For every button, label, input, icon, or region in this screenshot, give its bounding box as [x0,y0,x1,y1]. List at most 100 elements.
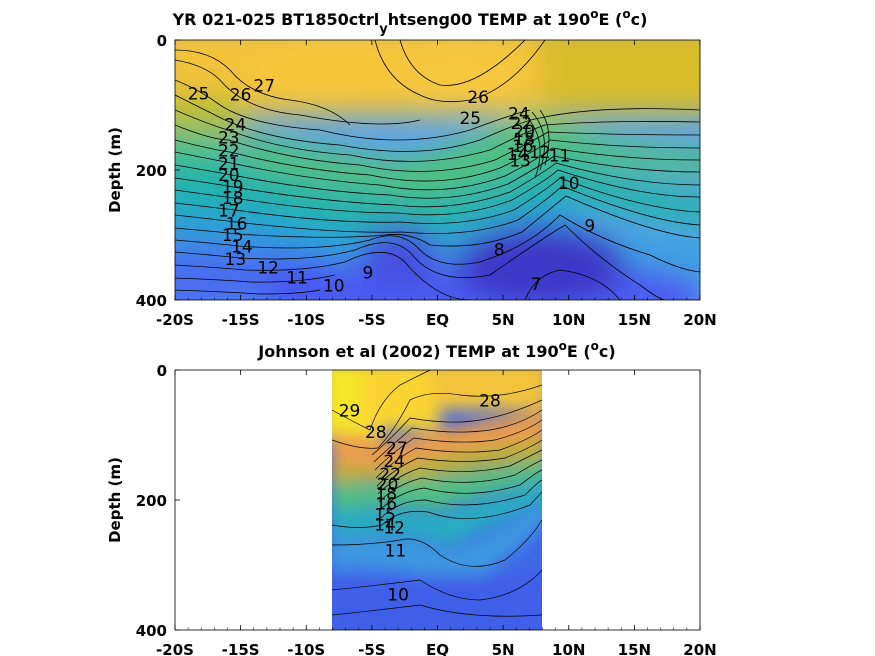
contour-label: 20 [513,122,535,142]
contour-label: 27 [253,77,275,97]
top-isotherms [175,40,700,300]
top-panel: YR 021-025 BT1850ctrlyhtseng00 TEMP at 1… [106,7,717,329]
contour-label: 13 [225,250,247,270]
bottom-isotherms [332,370,542,617]
bottom-title-deg: o [559,339,567,353]
contour-label: 26 [467,88,489,108]
contour-label: 24 [508,104,530,124]
contour-label: 7 [531,275,542,295]
top-title-deg: o [590,7,598,21]
top-title-unit: c) [631,10,648,29]
x-tick-label: 15N [618,311,651,329]
contour-label: 22 [379,465,401,485]
contour-label: 10 [387,585,409,605]
top-x-ticks: -20S -15S -10S -5S EQ 5N 10N 15N 20N [156,40,717,329]
bottom-title-unit-o: o [591,339,599,353]
x-tick-label: -15S [222,311,260,329]
contour-label: 12 [257,259,279,279]
top-title-tail: E ( [599,10,623,29]
y-tick-label: 200 [136,162,167,180]
contour-label: 18 [513,130,535,150]
contour-label: 15 [222,226,244,246]
bottom-panel-title: Johnson et al (2002) TEMP at 190oE (oc) [257,339,615,361]
bottom-title-main: Johnson et al (2002) TEMP at 190 [257,342,558,361]
x-tick-label: EQ [426,311,449,329]
contour-label: 10 [323,277,345,297]
contour-label: 28 [365,423,387,443]
contour-label: 15 [374,505,396,525]
contour-label: 21 [218,155,240,175]
contour-label: 12 [383,518,405,538]
contour-label: 28 [479,392,501,412]
x-tick-label: 5N [492,311,515,329]
contour-label: 12 [529,143,551,163]
contour-label: 18 [222,189,244,209]
top-y-ticks: 0 200 400 [136,32,180,310]
contour-label: 16 [226,214,248,234]
contour-label: 25 [459,109,481,129]
contour-label: 10 [558,174,580,194]
contour-label: 19 [222,177,244,197]
contour-label: 11 [385,542,407,562]
y-tick-label: 200 [136,492,167,510]
x-tick-label: EQ [426,641,449,656]
y-tick-label: 400 [136,622,167,640]
x-tick-label: -10S [287,641,325,656]
top-panel-title: YR 021-025 BT1850ctrlyhtseng00 TEMP at 1… [172,7,648,37]
contour-label: 22 [218,142,240,162]
x-tick-label: 10N [552,641,585,656]
top-title-rest: htseng00 TEMP at 190 [388,10,591,29]
bottom-title-unit: c) [599,342,616,361]
x-tick-label: -15S [222,641,260,656]
contour-label: 20 [218,166,240,186]
y-tick-label: 0 [157,32,167,50]
contour-label: 25 [188,84,210,104]
contour-label: 17 [218,201,240,221]
contour-label: 14 [374,516,396,536]
y-tick-label: 0 [157,362,167,380]
top-title-main: YR 021-025 BT1850ctrl [172,10,380,29]
x-tick-label: -20S [156,641,194,656]
y-tick-label: 400 [136,292,167,310]
contour-label: 18 [375,485,397,505]
contour-label: 29 [339,401,361,421]
contour-label: 16 [512,137,534,157]
x-tick-label: 20N [683,311,716,329]
contour-label: 16 [375,494,397,514]
contour-label: 23 [218,129,240,149]
contour-label: 24 [225,116,247,136]
contour-label: 20 [377,475,399,495]
bottom-x-ticks: -20S -15S -10S -5S EQ 5N 10N 15N 20N [156,370,717,656]
top-title-sub: y [379,22,388,37]
contour-label: 13 [509,151,531,171]
contour-label: 9 [363,264,374,284]
x-tick-label: -5S [358,641,385,656]
bottom-title-tail: E ( [567,342,591,361]
x-tick-label: -20S [156,311,194,329]
bottom-y-axis-label: Depth (m) [106,457,124,543]
contour-label: 11 [549,147,571,167]
contour-label: 8 [494,240,505,260]
x-tick-label: 10N [552,311,585,329]
bottom-panel: Johnson et al (2002) TEMP at 190oE (oc) [106,339,717,656]
contour-label: 14 [231,238,253,258]
x-tick-label: -10S [287,311,325,329]
contour-label: 24 [383,452,405,472]
contour-label: 14 [507,145,529,165]
x-tick-label: 15N [618,641,651,656]
contour-label: 11 [286,268,308,288]
x-tick-label: 5N [492,641,515,656]
top-title-unit-o: o [622,7,630,21]
contour-label: 9 [584,216,595,236]
x-tick-label: 20N [683,641,716,656]
x-tick-label: -5S [358,311,385,329]
top-y-axis-label: Depth (m) [106,127,124,213]
contour-label: 22 [511,114,533,134]
contour-label: 27 [386,439,408,459]
contour-label: 26 [230,86,252,106]
